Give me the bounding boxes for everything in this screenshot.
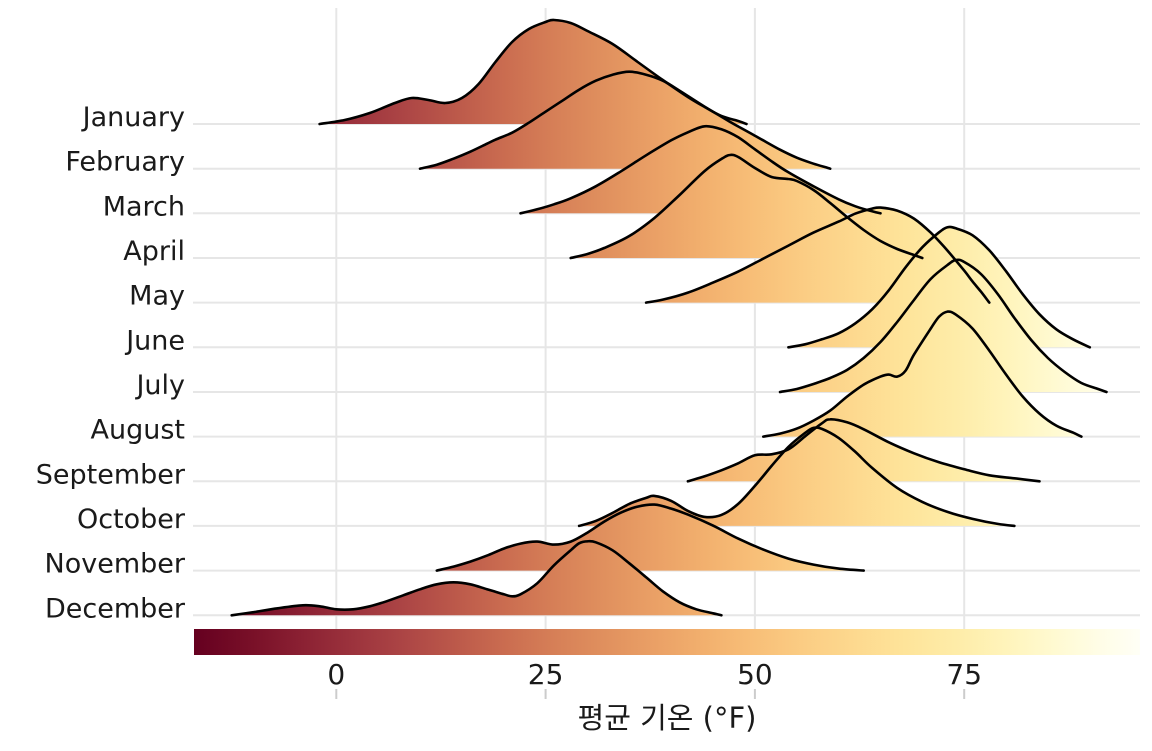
ridge-outline-december (230, 539, 723, 617)
ridge-outlines (230, 18, 1108, 617)
ridge-outline-september (686, 417, 1041, 483)
month-label-may: May (129, 281, 185, 312)
ridge-outline-february (418, 70, 832, 170)
month-label-august: August (91, 415, 186, 446)
month-label-march: March (103, 191, 185, 222)
month-label-june: June (124, 325, 185, 356)
ridge-fill-august (763, 311, 1082, 437)
x-axis-title: 평균 기온 (°F) (578, 701, 757, 735)
ridge-fill-november (436, 504, 864, 571)
ridge-outline-june (787, 225, 1092, 349)
month-label-november: November (45, 549, 186, 580)
month-label-october: October (77, 504, 186, 535)
ridge-outline-march (519, 124, 882, 215)
x-tick-label-25: 25 (528, 658, 564, 691)
ridge-outline-april (569, 153, 924, 260)
colorbar (194, 629, 1140, 655)
ridge-outline-may (644, 206, 991, 304)
month-label-april: April (123, 236, 185, 267)
ridge-outline-august (762, 310, 1083, 438)
x-tick-label-0: 0 (327, 658, 345, 691)
ridge-outline-july (778, 258, 1108, 394)
ridge-outline-october (577, 426, 1016, 528)
month-label-january: January (81, 102, 185, 133)
x-tick-label-50: 50 (737, 658, 773, 691)
x-tick-label-75: 75 (946, 658, 982, 691)
month-label-september: September (36, 459, 186, 490)
month-labels: January February March April May June July Augu… (36, 102, 186, 624)
ridge-outline-november (435, 503, 865, 572)
ridge-fill-october (579, 427, 1015, 526)
ridge-fill-december (231, 541, 722, 616)
x-axis-ticks: 0 25 50 75 (327, 658, 982, 699)
month-label-july: July (134, 370, 185, 401)
month-label-december: December (45, 593, 186, 624)
month-label-february: February (65, 147, 185, 178)
